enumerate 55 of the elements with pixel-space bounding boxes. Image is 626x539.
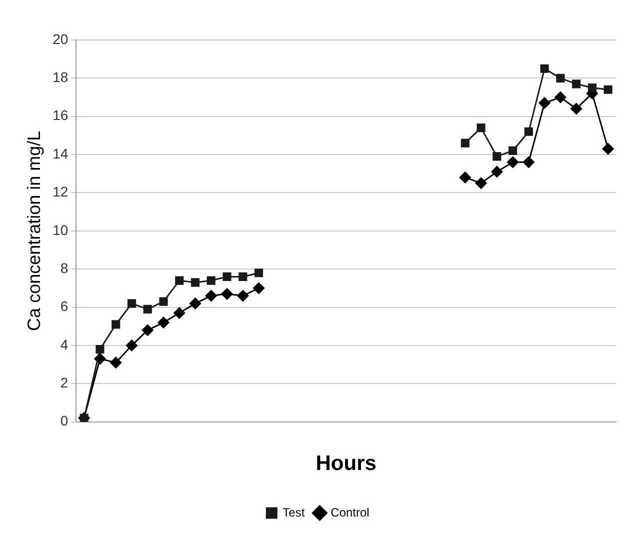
point xyxy=(508,146,518,156)
point xyxy=(222,272,232,281)
point xyxy=(556,74,565,82)
point xyxy=(127,299,136,308)
point xyxy=(460,138,470,148)
y-axis-title: Ca concentration in mg/L xyxy=(24,130,44,331)
point xyxy=(492,152,502,161)
point xyxy=(190,298,201,310)
point xyxy=(540,64,549,73)
point xyxy=(522,156,534,168)
point xyxy=(159,297,168,306)
point xyxy=(604,85,612,94)
point xyxy=(237,290,249,302)
point xyxy=(190,278,200,287)
x-axis-title: Hours xyxy=(316,452,376,476)
legend-label: Control xyxy=(330,505,370,520)
y-tick-label: 12 xyxy=(52,184,68,200)
y-tick-label: 8 xyxy=(60,260,68,276)
point xyxy=(174,307,186,319)
legend-label: Test xyxy=(282,505,306,520)
point xyxy=(588,83,596,92)
point xyxy=(96,344,104,354)
point xyxy=(142,324,154,336)
point xyxy=(570,102,582,114)
point xyxy=(572,80,581,88)
point xyxy=(238,272,248,281)
point xyxy=(538,97,550,109)
point xyxy=(143,304,152,314)
y-tick-label: 14 xyxy=(52,145,68,162)
point xyxy=(206,276,216,285)
point xyxy=(475,177,487,189)
point xyxy=(253,282,265,294)
point xyxy=(112,320,120,329)
point xyxy=(491,166,503,178)
y-tick-label: 10 xyxy=(52,222,68,238)
point xyxy=(205,290,217,302)
y-tick-label: 6 xyxy=(60,298,68,314)
point xyxy=(554,92,566,104)
point xyxy=(476,124,486,132)
point xyxy=(158,316,170,328)
y-tick-label: 0 xyxy=(60,412,68,429)
point xyxy=(254,268,264,278)
point xyxy=(110,356,122,368)
point xyxy=(459,172,471,184)
point xyxy=(507,156,519,168)
y-tick-label: 16 xyxy=(52,107,68,124)
point xyxy=(524,127,533,136)
y-tick-label: 2 xyxy=(60,374,68,390)
point xyxy=(175,276,184,285)
y-tick-label: 18 xyxy=(52,69,68,86)
point xyxy=(221,288,233,300)
point xyxy=(602,143,614,155)
y-tick-label: 20 xyxy=(52,30,68,47)
point xyxy=(126,340,138,352)
y-tick-label: 4 xyxy=(60,336,68,352)
